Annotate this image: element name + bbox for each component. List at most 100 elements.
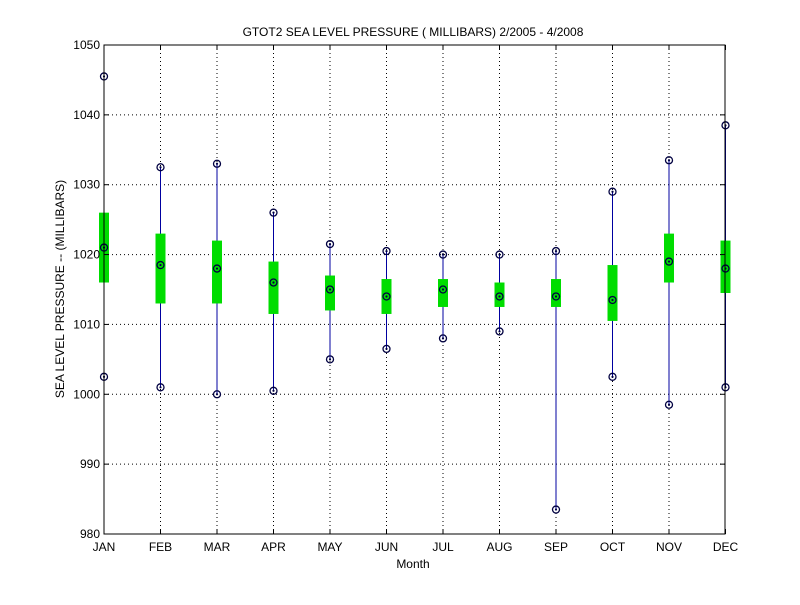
max-marker-dot	[554, 249, 558, 253]
max-marker-dot	[159, 166, 162, 169]
max-marker	[382, 246, 391, 256]
max-marker	[212, 159, 222, 168]
min-marker	[269, 386, 278, 395]
median-marker-dot	[554, 295, 558, 298]
max-marker-dot	[215, 162, 219, 165]
axis-layer: 980 990 1000 1010 1020 1030 1040 1050 JAN FEB MAR A…	[73, 38, 738, 554]
x-tick-label-nov: NOV	[656, 540, 682, 554]
x-tick-label-jun: JUN	[375, 540, 398, 554]
median-marker	[495, 292, 504, 301]
min-marker-dot	[328, 358, 332, 361]
max-marker	[608, 187, 617, 196]
x-axis-label: Month	[396, 557, 429, 571]
y-tick-label: 1020	[73, 248, 100, 262]
max-marker	[664, 156, 674, 165]
box-group-may	[325, 239, 335, 364]
max-marker-dot	[272, 211, 275, 214]
median-marker	[551, 292, 561, 301]
median-marker	[156, 260, 165, 270]
iqr-box	[494, 282, 505, 307]
median-marker-dot	[667, 260, 671, 263]
y-tick-label: 1010	[73, 317, 100, 331]
max-marker	[495, 250, 504, 259]
max-marker	[551, 246, 561, 256]
min-marker	[212, 390, 222, 399]
min-marker	[495, 327, 504, 336]
median-marker-dot	[328, 288, 332, 291]
min-marker	[608, 372, 617, 381]
min-marker	[382, 344, 391, 354]
median-marker-dot	[215, 267, 219, 270]
min-marker-dot	[385, 347, 388, 350]
box-group-nov	[664, 156, 674, 409]
box-group-jun	[381, 246, 392, 354]
min-marker-dot	[554, 508, 558, 511]
min-marker	[551, 505, 561, 514]
min-marker	[325, 355, 335, 364]
max-marker-dot	[328, 242, 332, 246]
median-marker	[382, 292, 391, 301]
plot-frame	[103, 44, 726, 535]
y-tick-label: 1050	[73, 38, 100, 52]
x-tick-label-aug: AUG	[486, 540, 512, 554]
x-tick-label-mar: MAR	[204, 540, 231, 554]
x-tick-label-oct: OCT	[600, 540, 626, 554]
box-group-oct	[607, 187, 618, 381]
max-marker-dot	[385, 249, 388, 253]
x-tick-label-feb: FEB	[149, 540, 172, 554]
x-tick-label-jan: JAN	[93, 540, 116, 554]
box-group-mar	[212, 159, 222, 399]
box-group-sep	[551, 246, 561, 514]
median-marker-dot	[159, 263, 162, 267]
iqr-box	[607, 265, 618, 321]
x-tick-label-dec: DEC	[713, 540, 739, 554]
min-marker-dot	[215, 393, 219, 396]
median-marker	[438, 285, 448, 294]
y-tick-label: 1030	[73, 178, 100, 192]
max-marker-dot	[667, 159, 671, 162]
y-tick-label: 1040	[73, 108, 100, 122]
median-marker	[325, 285, 335, 294]
y-tick-label: 1000	[73, 387, 100, 401]
y-axis-label: SEA LEVEL PRESSURE -- (MILLIBARS)	[53, 180, 67, 398]
min-marker-dot	[667, 403, 671, 406]
chart-title: GTOT2 SEA LEVEL PRESSURE ( MILLIBARS) 2/…	[243, 25, 584, 39]
median-marker	[608, 295, 617, 305]
y-tick-label: 980	[80, 527, 100, 541]
box-group-jul	[438, 250, 448, 343]
box-group-aug	[494, 250, 505, 336]
min-marker	[438, 334, 448, 343]
y-tick-label: 990	[80, 457, 100, 471]
max-marker-dot	[611, 190, 614, 193]
max-marker-dot	[498, 253, 501, 256]
min-marker-dot	[272, 389, 275, 392]
max-marker	[325, 239, 335, 249]
iqr-box	[268, 261, 279, 314]
box-group-feb	[155, 163, 166, 392]
median-marker-dot	[611, 298, 614, 302]
median-marker	[212, 264, 222, 273]
min-marker-dot	[611, 375, 614, 378]
x-tick-label-apr: APR	[261, 540, 286, 554]
max-marker	[438, 250, 448, 259]
x-tick-label-sep: SEP	[544, 540, 568, 554]
min-marker-dot	[441, 337, 445, 340]
median-marker-dot	[385, 295, 388, 298]
median-marker-dot	[441, 288, 445, 291]
min-marker-dot	[498, 330, 501, 333]
median-marker-dot	[272, 281, 275, 284]
max-marker-dot	[441, 253, 445, 256]
min-marker-dot	[159, 386, 162, 389]
data-layer	[99, 72, 731, 514]
min-marker	[156, 383, 165, 392]
max-marker	[269, 208, 278, 217]
min-marker	[664, 400, 674, 409]
max-marker	[156, 163, 165, 172]
x-tick-label-may: MAY	[317, 540, 342, 554]
box-group-apr	[268, 208, 279, 395]
x-tick-label-jul: JUL	[432, 540, 454, 554]
grid-layer	[104, 45, 725, 534]
median-marker	[269, 278, 278, 287]
